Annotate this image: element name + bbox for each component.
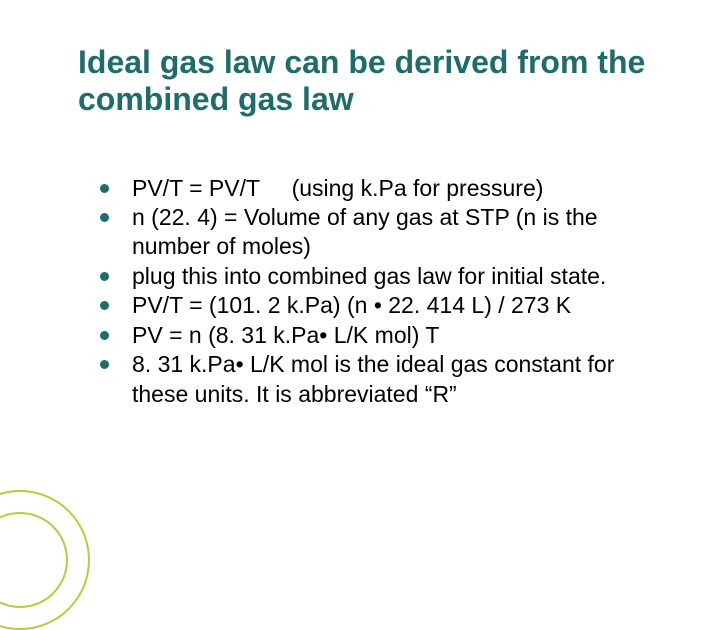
list-item: PV = n (8. 31 k.Pa• L/K mol) T xyxy=(100,321,660,350)
page-title: Ideal gas law can be derived from the co… xyxy=(78,44,680,118)
content-area: PV/T = PV/T (using k.Pa for pressure) n … xyxy=(0,134,720,410)
title-block: Ideal gas law can be derived from the co… xyxy=(0,0,720,134)
list-item: n (22. 4) = Volume of any gas at STP (n … xyxy=(100,203,660,262)
list-item: 8. 31 k.Pa• L/K mol is the ideal gas con… xyxy=(100,350,660,409)
list-item: plug this into combined gas law for init… xyxy=(100,262,660,291)
list-item: PV/T = (101. 2 k.Pa) (n • 22. 414 L) / 2… xyxy=(100,291,660,320)
bullet-list: PV/T = PV/T (using k.Pa for pressure) n … xyxy=(100,174,660,410)
list-item: PV/T = PV/T (using k.Pa for pressure) xyxy=(100,174,660,203)
